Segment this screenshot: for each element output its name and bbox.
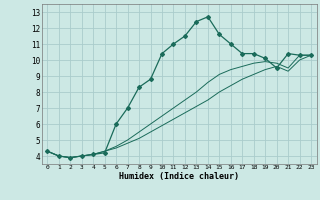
X-axis label: Humidex (Indice chaleur): Humidex (Indice chaleur) bbox=[119, 172, 239, 181]
